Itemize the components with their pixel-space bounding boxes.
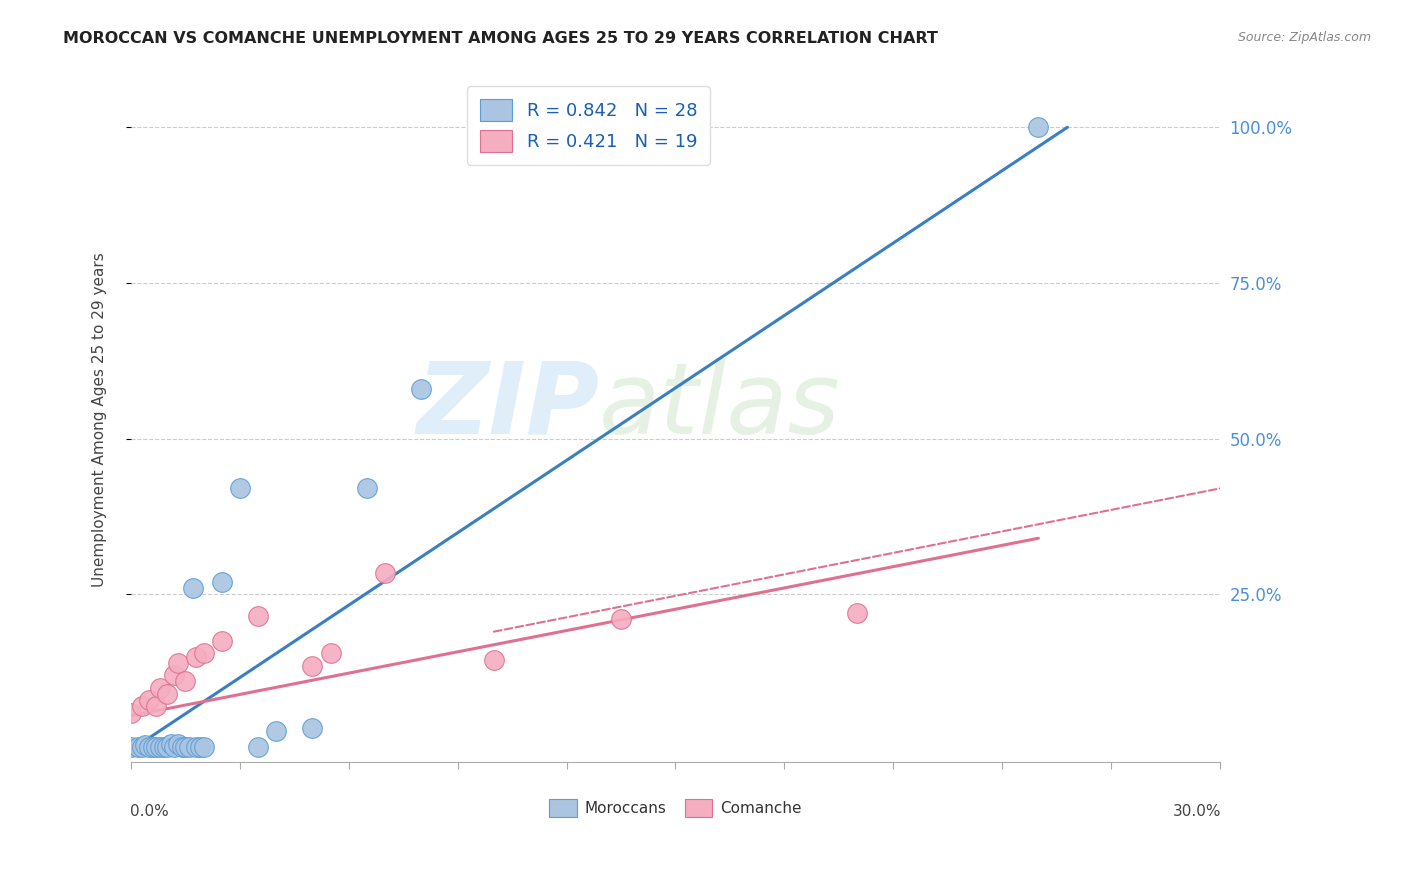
Point [246,609,269,624]
Point [163,668,186,682]
Point [149,681,172,695]
Point [193,739,215,754]
Point [167,656,190,670]
Text: 30.0%: 30.0% [1173,804,1220,819]
Point [120,706,142,720]
Point [160,737,183,751]
Text: Source: ZipAtlas.com: Source: ZipAtlas.com [1237,31,1371,45]
Point [610,612,633,626]
Point [174,674,197,689]
Point [845,606,868,620]
Point [138,693,160,707]
Point [186,739,208,754]
Point [193,647,215,661]
Point [411,382,433,396]
Point [186,649,208,664]
Point [120,739,142,754]
Point [229,482,252,496]
Point [356,482,378,496]
Point [1028,120,1050,135]
Point [188,739,211,754]
Legend: Moroccans, Comanche: Moroccans, Comanche [543,792,807,823]
Point [163,739,186,754]
Point [170,739,193,754]
Point [177,739,200,754]
Point [134,738,156,752]
Point [145,739,167,754]
Y-axis label: Unemployment Among Ages 25 to 29 years: Unemployment Among Ages 25 to 29 years [93,252,107,587]
Point [301,659,323,673]
Point [319,647,342,661]
Point [482,653,505,667]
Point [152,739,174,754]
Point [211,574,233,589]
Point [131,699,153,714]
Point [131,739,153,754]
Point [246,739,269,754]
Point [156,687,179,701]
Point [174,739,197,754]
Point [181,581,204,595]
Text: ZIP: ZIP [416,358,599,455]
Point [211,634,233,648]
Point [142,739,165,754]
Point [127,739,149,754]
Point [138,739,160,754]
Point [301,721,323,735]
Text: atlas: atlas [599,358,841,455]
Point [264,724,287,739]
Point [145,699,167,714]
Text: 0.0%: 0.0% [129,804,169,819]
Point [156,739,179,754]
Text: MOROCCAN VS COMANCHE UNEMPLOYMENT AMONG AGES 25 TO 29 YEARS CORRELATION CHART: MOROCCAN VS COMANCHE UNEMPLOYMENT AMONG … [63,31,938,46]
Point [149,739,172,754]
Point [167,737,190,751]
Point [374,566,396,580]
